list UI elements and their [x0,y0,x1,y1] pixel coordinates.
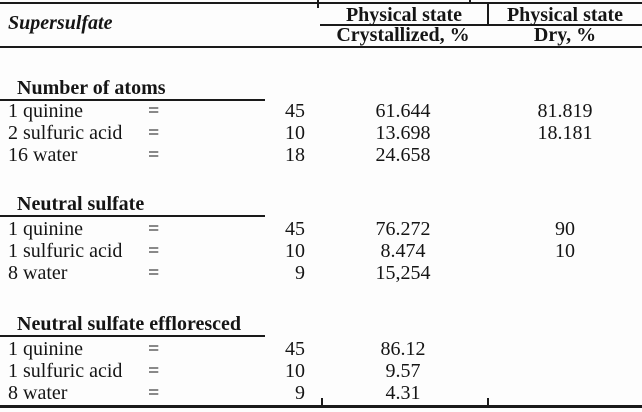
equals-sign: = [148,100,160,122]
atoms-cell: 45 [285,338,305,360]
column-subheader-dry: Dry, % [533,24,597,46]
section-title-number-of-atoms: Number of atoms [17,77,166,99]
column-subheader-crystallized: Crystallized, % [336,24,470,46]
row-name-cell: 8 water [8,382,68,404]
row-name-cell: 1 sulfuric acid [8,240,123,262]
table-corner-label: Supersulfate [8,12,113,34]
section1-underline [0,99,265,101]
atoms-cell: 45 [285,218,305,240]
column-tick-bottom-right [487,398,489,405]
table-row: 1 sulfuric acid = 10 8.474 10 [0,240,642,262]
table-row: 16 water = 18 24.658 [0,144,642,166]
header-bottom-rule [0,46,642,48]
table-row: 8 water = 9 4.31 [0,382,642,404]
crystallized-cell: 15,254 [375,262,431,284]
column-tick-top-left [317,0,319,8]
section3-underline [0,335,265,337]
equals-sign: = [148,218,160,240]
equals-sign: = [148,144,160,166]
equals-sign: = [148,122,160,144]
table-row: 8 water = 9 15,254 [0,262,642,284]
dry-cell: 90 [555,218,575,240]
crystallized-cell: 86.12 [380,338,426,360]
crystallized-cell: 4.31 [385,382,421,404]
table-row: 1 quinine = 45 86.12 [0,338,642,360]
row-name-cell: 1 quinine [8,100,83,122]
atoms-cell: 9 [295,382,305,404]
atoms-cell: 10 [285,240,305,262]
row-name-cell: 1 quinine [8,338,83,360]
dry-cell: 10 [555,240,575,262]
row-name-cell: 1 quinine [8,218,83,240]
crystallized-cell: 13.698 [375,122,431,144]
row-name-cell: 2 sulfuric acid [8,122,123,144]
equals-sign: = [148,240,160,262]
row-name-cell: 1 sulfuric acid [8,360,123,382]
column-tick-header [487,3,489,25]
column-tick-bottom-left [321,398,323,405]
atoms-cell: 10 [285,360,305,382]
table-row: 2 sulfuric acid = 10 13.698 18.181 [0,122,642,144]
row-name-cell: 8 water [8,262,68,284]
top-rule [0,2,642,4]
table-row: 1 quinine = 45 61.644 81.819 [0,100,642,122]
row-name-cell: 16 water [8,144,78,166]
section-title-neutral-sulfate: Neutral sulfate [17,193,145,215]
section-title-neutral-sulfate-effloresced: Neutral sulfate effloresced [17,313,242,335]
atoms-cell: 18 [285,144,305,166]
equals-sign: = [148,338,160,360]
section2-underline [0,215,265,217]
equals-sign: = [148,382,160,404]
crystallized-cell: 76.272 [375,218,431,240]
bottom-rule [0,405,642,408]
dry-cell: 18.181 [537,122,593,144]
physical-state-underline [320,24,642,26]
crystallized-cell: 24.658 [375,144,431,166]
atoms-cell: 45 [285,100,305,122]
atoms-cell: 9 [295,262,305,284]
column-tick-top-right [469,0,471,4]
dry-cell: 81.819 [537,100,593,122]
table-row: 1 sulfuric acid = 10 9.57 [0,360,642,382]
table-row: 1 quinine = 45 76.272 90 [0,218,642,240]
column-group-header-dry: Physical state [506,4,624,26]
crystallized-cell: 61.644 [375,100,431,122]
crystallized-cell: 9.57 [385,360,421,382]
atoms-cell: 10 [285,122,305,144]
crystallized-cell: 8.474 [380,240,426,262]
column-group-header-crystallized: Physical state [345,4,463,26]
equals-sign: = [148,360,160,382]
equals-sign: = [148,262,160,284]
